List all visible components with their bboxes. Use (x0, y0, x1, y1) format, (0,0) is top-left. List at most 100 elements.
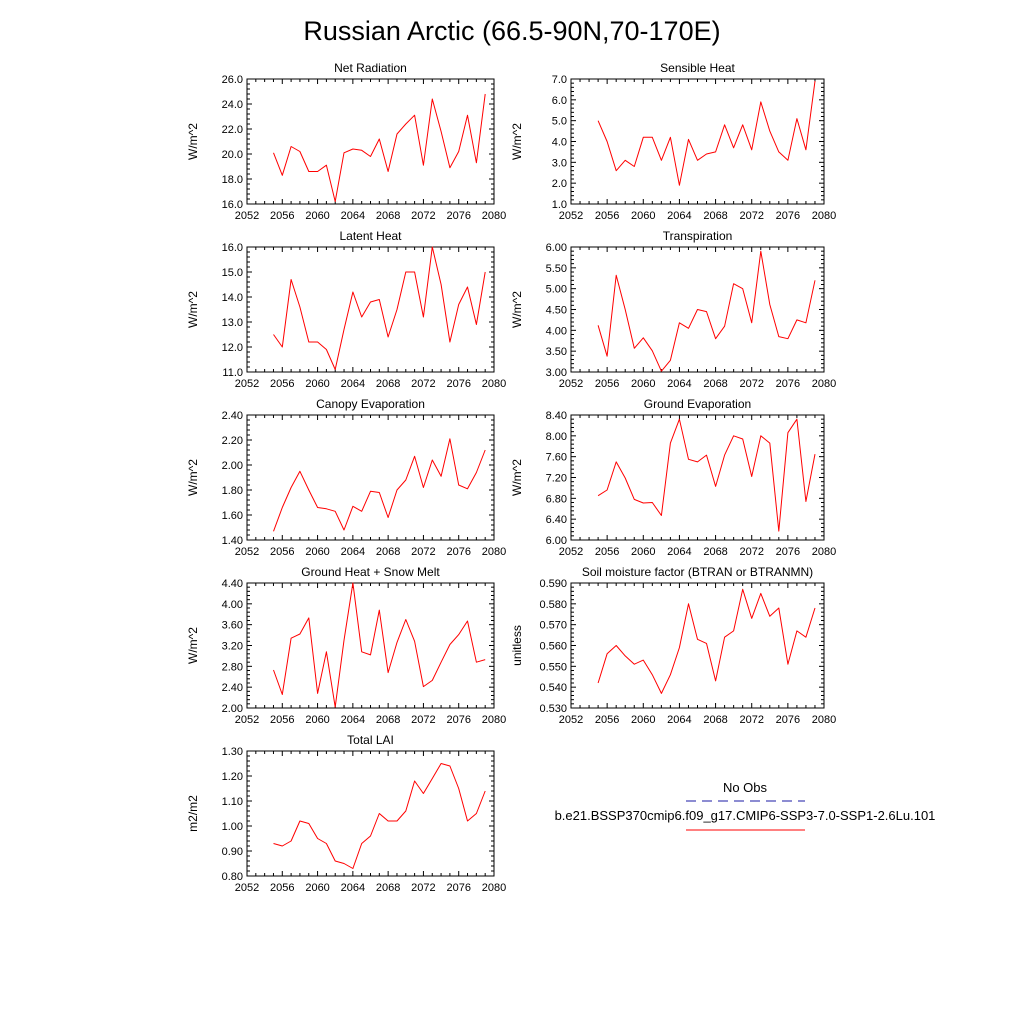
x-tick-label: 2076 (446, 378, 470, 390)
x-tick-label: 2056 (270, 882, 294, 894)
x-tick-label: 2052 (235, 210, 259, 222)
x-tick-label: 2072 (739, 546, 763, 558)
y-tick-label: 6.40 (546, 514, 567, 526)
x-tick-label: 2056 (595, 714, 619, 726)
x-tick-label: 2072 (411, 882, 435, 894)
x-tick-label: 2064 (667, 546, 691, 558)
x-tick-label: 2072 (411, 378, 435, 390)
series-line (273, 438, 486, 532)
y-tick-label: 1.30 (222, 746, 243, 758)
y-tick-label: 13.0 (222, 317, 243, 329)
y-tick-label: 4.40 (222, 578, 243, 590)
y-tick-label: 1.10 (222, 796, 243, 808)
x-tick-label: 2080 (482, 546, 506, 558)
x-tick-label: 2064 (341, 210, 365, 222)
y-tick-label: 0.550 (539, 661, 567, 673)
x-tick-label: 2072 (411, 714, 435, 726)
y-axis-label: W/m^2 (186, 123, 200, 160)
x-tick-label: 2064 (341, 882, 365, 894)
y-tick-label: 6.00 (546, 242, 567, 254)
y-tick-label: 3.00 (546, 367, 567, 379)
y-axis-label: W/m^2 (186, 627, 200, 664)
x-tick-label: 2052 (559, 378, 583, 390)
y-tick-label: 1.40 (222, 535, 243, 547)
y-tick-label: 8.40 (546, 410, 567, 422)
panel-4: Canopy Evaporation W/m^2 2052 2056 2060 2064 2… (186, 397, 506, 558)
plot-frame (570, 414, 825, 541)
y-tick-label: 5.00 (546, 284, 567, 296)
y-axis-label: W/m^2 (510, 291, 524, 328)
y-tick-label: 3.20 (222, 641, 243, 653)
series-line (597, 81, 816, 186)
x-tick-label: 2080 (812, 714, 836, 726)
x-tick-label: 2080 (482, 378, 506, 390)
legend: No Obs b.e21.BSSP370cmip6.f09_g17.CMIP6-… (555, 780, 935, 831)
x-tick-label: 2080 (812, 546, 836, 558)
y-tick-label: 0.590 (539, 578, 567, 590)
y-tick-label: 6.00 (546, 535, 567, 547)
x-tick-label: 2076 (776, 378, 800, 390)
x-tick-label: 2060 (305, 882, 329, 894)
x-tick-label: 2056 (270, 546, 294, 558)
plot-frame (570, 582, 825, 709)
y-tick-label: 4.00 (546, 325, 567, 337)
y-axis-label: W/m^2 (510, 459, 524, 496)
x-tick-label: 2060 (631, 546, 655, 558)
x-tick-label: 2052 (559, 714, 583, 726)
x-tick-label: 2068 (376, 714, 400, 726)
y-tick-label: 11.0 (222, 367, 243, 379)
legend-obs-label: No Obs (723, 780, 768, 795)
x-tick-label: 2056 (270, 378, 294, 390)
figure-title: Russian Arctic (66.5-90N,70-170E) (303, 16, 720, 46)
y-tick-label: 24.0 (222, 99, 243, 111)
x-tick-label: 2076 (446, 882, 470, 894)
x-tick-label: 2080 (482, 210, 506, 222)
y-tick-label: 4.00 (222, 599, 243, 611)
plot-frame (246, 246, 495, 373)
y-tick-label: 1.00 (222, 821, 243, 833)
x-tick-label: 2072 (411, 210, 435, 222)
y-tick-label: 0.560 (539, 641, 567, 653)
y-tick-label: 4.0 (552, 137, 567, 149)
series-line (273, 763, 486, 869)
panels: Net Radiation W/m^2 2052 2056 2060 2064 2068 20… (186, 61, 836, 894)
x-tick-label: 2076 (446, 546, 470, 558)
y-tick-label: 0.530 (539, 703, 567, 715)
y-axis-label: W/m^2 (186, 291, 200, 328)
series-line (273, 582, 486, 708)
x-tick-label: 2064 (667, 378, 691, 390)
x-tick-label: 2072 (739, 210, 763, 222)
y-tick-label: 0.90 (222, 846, 243, 858)
plot-frame (246, 750, 495, 877)
y-tick-label: 5.0 (552, 116, 567, 128)
panel-title: Latent Heat (339, 229, 402, 243)
x-tick-label: 2056 (270, 714, 294, 726)
x-tick-label: 2080 (482, 714, 506, 726)
y-tick-label: 3.60 (222, 620, 243, 632)
y-tick-label: 2.0 (552, 178, 567, 190)
y-axis-label: W/m^2 (186, 459, 200, 496)
x-tick-label: 2052 (559, 546, 583, 558)
y-tick-label: 12.0 (222, 342, 243, 354)
panel-0: Net Radiation W/m^2 2052 2056 2060 2064 2068 20… (186, 61, 506, 222)
y-tick-label: 26.0 (222, 74, 243, 86)
y-axis-label: unitless (510, 625, 524, 666)
x-tick-label: 2068 (703, 210, 727, 222)
x-tick-label: 2076 (446, 714, 470, 726)
x-tick-label: 2060 (305, 210, 329, 222)
x-tick-label: 2060 (631, 714, 655, 726)
x-tick-label: 2068 (376, 546, 400, 558)
x-tick-label: 2060 (631, 210, 655, 222)
x-tick-label: 2076 (776, 210, 800, 222)
x-tick-label: 2052 (559, 210, 583, 222)
x-tick-label: 2080 (812, 210, 836, 222)
y-axis-label: m2/m2 (186, 795, 200, 832)
y-tick-label: 16.0 (222, 242, 243, 254)
y-tick-label: 3.50 (546, 346, 567, 358)
y-tick-label: 6.0 (552, 95, 567, 107)
x-tick-label: 2064 (667, 714, 691, 726)
y-tick-label: 1.20 (222, 771, 243, 783)
y-tick-label: 1.0 (552, 199, 567, 211)
x-tick-label: 2060 (631, 378, 655, 390)
y-tick-label: 0.580 (539, 599, 567, 611)
